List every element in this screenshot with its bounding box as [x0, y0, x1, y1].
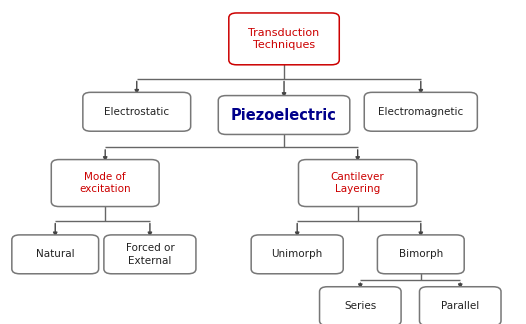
Text: Transduction
Techniques: Transduction Techniques — [248, 28, 320, 50]
FancyBboxPatch shape — [251, 235, 343, 274]
Text: Unimorph: Unimorph — [271, 249, 323, 259]
Text: Mode of
excitation: Mode of excitation — [79, 172, 131, 194]
FancyBboxPatch shape — [229, 13, 339, 65]
Text: Parallel: Parallel — [441, 301, 479, 311]
FancyBboxPatch shape — [104, 235, 196, 274]
FancyBboxPatch shape — [299, 160, 417, 207]
FancyBboxPatch shape — [52, 160, 159, 207]
Text: Bimorph: Bimorph — [399, 249, 443, 259]
FancyBboxPatch shape — [320, 287, 401, 324]
Text: Electrostatic: Electrostatic — [104, 107, 169, 117]
FancyBboxPatch shape — [364, 92, 478, 131]
Text: Piezoelectric: Piezoelectric — [231, 108, 337, 122]
Text: Forced or
External: Forced or External — [126, 243, 174, 266]
Text: Natural: Natural — [36, 249, 75, 259]
FancyBboxPatch shape — [83, 92, 191, 131]
FancyBboxPatch shape — [420, 287, 501, 324]
Text: Cantilever
Layering: Cantilever Layering — [331, 172, 385, 194]
FancyBboxPatch shape — [218, 96, 350, 134]
FancyBboxPatch shape — [378, 235, 464, 274]
Text: Electromagnetic: Electromagnetic — [378, 107, 463, 117]
Text: Series: Series — [344, 301, 377, 311]
FancyBboxPatch shape — [12, 235, 99, 274]
